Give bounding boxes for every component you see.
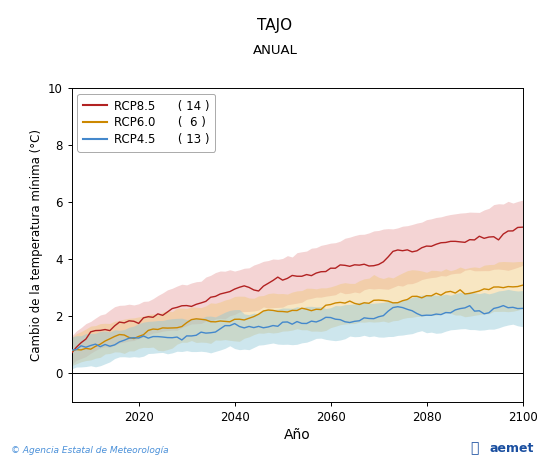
Text: ANUAL: ANUAL [252, 44, 298, 57]
X-axis label: Año: Año [284, 428, 310, 442]
Legend: RCP8.5      ( 14 ), RCP6.0      (  6 ), RCP4.5      ( 13 ): RCP8.5 ( 14 ), RCP6.0 ( 6 ), RCP4.5 ( 13… [78, 94, 216, 152]
Text: TAJO: TAJO [257, 18, 293, 33]
Text: aemet: aemet [489, 442, 534, 455]
Text: © Agencia Estatal de Meteorología: © Agencia Estatal de Meteorología [11, 446, 169, 455]
Y-axis label: Cambio de la temperatura mínima (°C): Cambio de la temperatura mínima (°C) [30, 129, 43, 361]
Text: Ⓜ: Ⓜ [470, 441, 478, 455]
